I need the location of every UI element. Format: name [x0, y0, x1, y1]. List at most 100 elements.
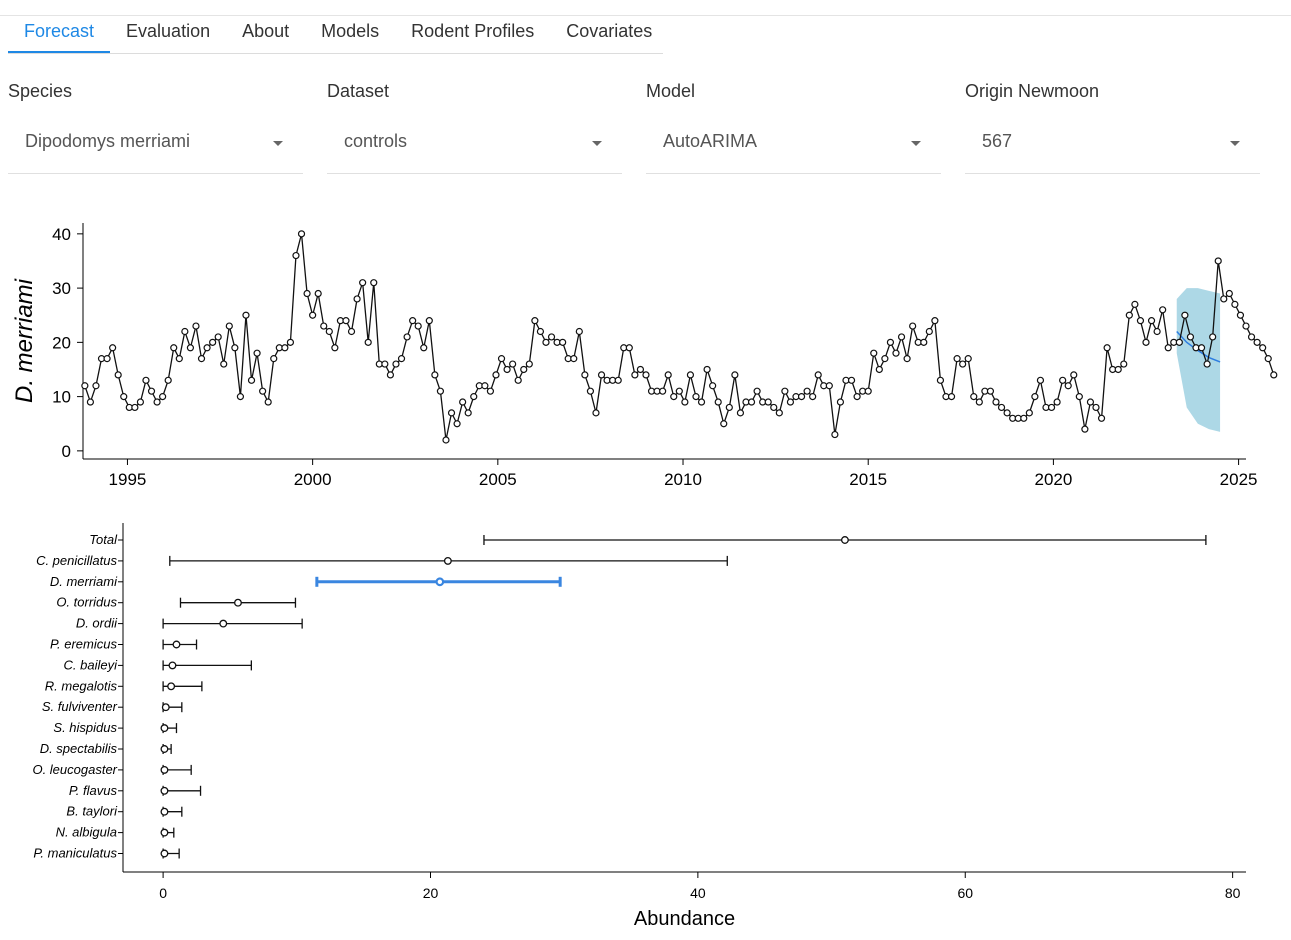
mean-point [167, 682, 176, 691]
data-point [725, 403, 733, 412]
data-point [1047, 403, 1056, 412]
data-point [925, 327, 933, 336]
data-point [1064, 382, 1072, 390]
chevron-down-icon [911, 141, 921, 146]
data-point [397, 355, 406, 363]
data-point [614, 376, 622, 384]
data-point [303, 289, 311, 298]
data-point [170, 344, 178, 352]
tab-rodent-profiles[interactable]: Rodent Profiles [411, 21, 535, 41]
data-point [836, 398, 845, 406]
data-point [542, 338, 550, 346]
data-point [1214, 257, 1222, 265]
mean-point [160, 828, 169, 837]
data-point [1147, 317, 1156, 325]
data-point [936, 376, 945, 384]
tab-models[interactable]: Models [321, 21, 380, 41]
data-point [764, 398, 772, 406]
data-point [1097, 414, 1106, 422]
data-point [403, 333, 411, 341]
dataset-select[interactable]: controls [327, 122, 622, 174]
data-point [186, 344, 195, 352]
data-point [892, 349, 900, 357]
interval-chart: 0 20 40 60 80 Abundance Total C. penicillatus D.… [32, 523, 1246, 930]
species-value: Dipodomys merriami [25, 131, 191, 151]
species-label: O. leucogaster [32, 762, 117, 777]
data-point [370, 279, 378, 287]
model-label: Model [646, 81, 696, 101]
data-point [570, 355, 578, 363]
data-point [536, 327, 545, 336]
data-point [786, 398, 795, 406]
tab-covariates[interactable]: Covariates [566, 21, 653, 41]
data-point [386, 371, 395, 379]
model-select[interactable]: AutoARIMA [646, 122, 941, 174]
y-tick-label: 0 [62, 442, 71, 461]
origin-value: 567 [982, 131, 1013, 151]
data-point [392, 360, 400, 368]
x-tick-label: 2025 [1220, 470, 1258, 489]
data-point [597, 371, 606, 379]
data-point [153, 398, 161, 406]
data-point [825, 382, 833, 390]
data-point [359, 279, 367, 287]
x-tick-label: 20 [423, 885, 439, 901]
data-point [947, 393, 956, 401]
data-point [236, 393, 245, 401]
chevron-down-icon [1230, 141, 1240, 146]
data-point [281, 344, 289, 352]
data-point [253, 349, 261, 357]
data-point [297, 230, 306, 238]
x-tick-label: 2010 [664, 470, 702, 489]
data-point [342, 317, 350, 325]
model-selector: Model AutoARIMA [646, 80, 941, 174]
data-point [1081, 425, 1089, 433]
tab-forecast[interactable]: Forecast [8, 16, 111, 53]
data-point [920, 338, 928, 346]
data-point [109, 344, 117, 352]
mean-point [161, 703, 170, 712]
mean-point [172, 640, 181, 649]
data-point [1236, 311, 1245, 319]
data-point [292, 251, 300, 260]
data-point [670, 393, 678, 401]
data-point [1203, 360, 1211, 368]
data-point [586, 387, 595, 395]
data-point [1270, 371, 1278, 379]
data-point [1092, 403, 1100, 412]
data-point [686, 371, 695, 379]
data-point [347, 327, 356, 336]
mean-point [160, 807, 169, 816]
species-select[interactable]: Dipodomys merriami [8, 122, 303, 174]
data-point [1175, 338, 1183, 346]
data-point [231, 344, 239, 352]
data-point [242, 311, 250, 319]
tab-bar: Forecast Evaluation About Models Rodent … [8, 16, 663, 54]
data-point [675, 387, 683, 395]
data-point [753, 387, 761, 395]
data-point [809, 393, 817, 401]
species-label: C. penicillatus [36, 553, 117, 568]
data-point [992, 398, 1000, 406]
data-point [853, 393, 861, 401]
data-point [1131, 300, 1139, 308]
data-point [1142, 338, 1150, 346]
data-point [1231, 300, 1239, 308]
mean-point [435, 577, 445, 587]
data-point [692, 393, 700, 401]
data-point [797, 393, 806, 401]
data-point [214, 333, 222, 341]
data-point [631, 371, 639, 379]
data-point [92, 382, 100, 390]
data-point [970, 393, 978, 401]
tab-about[interactable]: About [242, 21, 290, 41]
species-label: D. ordii [76, 616, 118, 631]
species-selector: Species Dipodomys merriami [8, 80, 303, 174]
x-tick-label: 2005 [479, 470, 517, 489]
origin-select[interactable]: 567 [965, 122, 1260, 174]
species-label: D. merriami [50, 574, 118, 589]
tab-evaluation[interactable]: Evaluation [126, 21, 211, 41]
data-point [175, 355, 183, 363]
mean-point [840, 536, 849, 544]
data-point [470, 393, 478, 401]
